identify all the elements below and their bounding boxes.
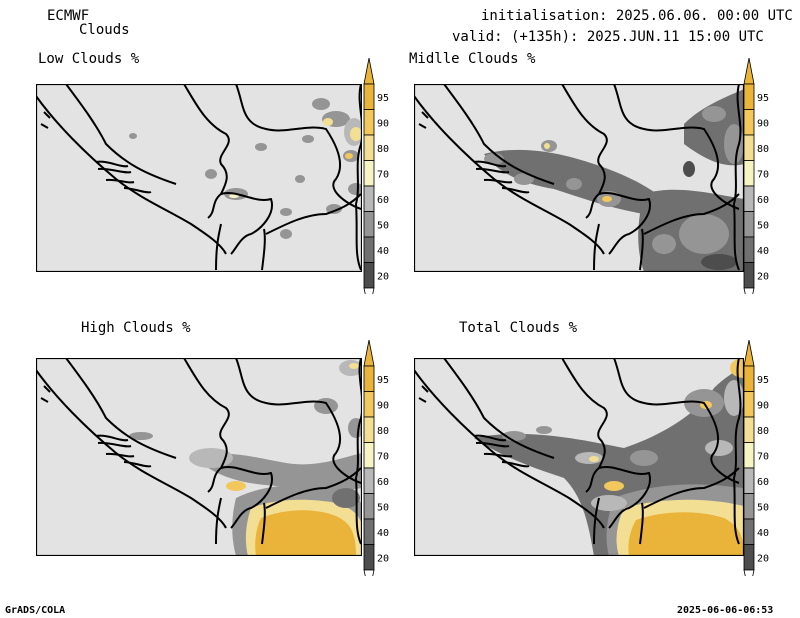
legend-tick-label: 50 — [757, 502, 769, 513]
legend-arrow-top — [743, 58, 755, 85]
legend-tick-label: 40 — [377, 246, 389, 257]
legend-swatch — [743, 185, 755, 212]
legend-bar-total: 95 90 80 70 60 50 40 20 — [743, 340, 769, 576]
legend-swatch — [743, 544, 755, 571]
legend-swatch — [743, 134, 755, 161]
legend-arrow-bottom — [743, 569, 755, 576]
legend-swatch — [363, 467, 375, 494]
footer-software: GrADS/COLA — [5, 605, 66, 616]
legend-tick-label: 90 — [757, 118, 769, 129]
legend-tick-label: 60 — [757, 195, 769, 206]
legend-swatch — [363, 391, 375, 418]
cloud-areas-total — [474, 358, 744, 556]
legend-swatch — [743, 365, 755, 392]
legend-tick-label: 95 — [377, 375, 389, 386]
legend-tick-label: 95 — [377, 93, 389, 104]
legend-tick-label: 80 — [757, 144, 769, 155]
legend-swatch — [743, 518, 755, 545]
legend-tick-label: 60 — [377, 195, 389, 206]
footer-timestamp: 2025-06-06-06:53 — [677, 605, 774, 616]
legend-tick-label: 70 — [377, 451, 389, 462]
panel-title-middle: Midlle Clouds % — [409, 51, 536, 67]
legend-tick-label: 80 — [377, 426, 389, 437]
valid-time: valid: (+135h): 2025.JUN.11 15:00 UTC — [452, 29, 764, 45]
legend-swatch — [363, 134, 375, 161]
legend-swatch — [363, 109, 375, 136]
legend-tick-label: 90 — [377, 400, 389, 411]
cloud-areas-high — [129, 360, 362, 556]
legend-tick-label: 70 — [757, 451, 769, 462]
legend-swatch — [743, 83, 755, 110]
legend-swatch — [743, 236, 755, 263]
legend-swatch — [363, 416, 375, 443]
legend-swatch — [363, 262, 375, 289]
legend-tick-label: 90 — [757, 400, 769, 411]
legend-tick-label: 40 — [757, 528, 769, 539]
legend-swatch — [363, 236, 375, 263]
legend-tick-label: 70 — [757, 169, 769, 180]
legend-bar-low: 95 90 80 70 60 50 40 20 — [363, 58, 389, 294]
legend-tick-label: 20 — [377, 553, 389, 564]
legend-arrow-bottom — [743, 287, 755, 294]
legend-bar-middle: 95 90 80 70 60 50 40 20 — [743, 58, 769, 294]
legend-arrow-top — [363, 58, 375, 85]
legend-tick-label: 95 — [757, 93, 769, 104]
legend-swatch — [743, 262, 755, 289]
legend-swatch — [363, 185, 375, 212]
legend-arrow-bottom — [363, 287, 375, 294]
panel-title-high: High Clouds % — [81, 320, 191, 336]
legend-tick-label: 90 — [377, 118, 389, 129]
cloud-areas-middle — [484, 89, 744, 272]
legend-swatch — [743, 211, 755, 238]
legend-bar-high: 95 90 80 70 60 50 40 20 — [363, 340, 389, 576]
legend-tick-label: 80 — [377, 144, 389, 155]
legend-swatch — [363, 365, 375, 392]
legend-swatch — [743, 160, 755, 187]
legend-swatch — [363, 518, 375, 545]
init-time: initialisation: 2025.06.06. 00:00 UTC — [481, 8, 793, 24]
legend-tick-label: 40 — [757, 246, 769, 257]
legend-swatch — [743, 391, 755, 418]
legend-arrow-top — [363, 340, 375, 367]
legend-swatch — [743, 109, 755, 136]
legend-swatch — [743, 416, 755, 443]
legend-tick-label: 60 — [377, 477, 389, 488]
legend-tick-label: 20 — [757, 271, 769, 282]
legend-tick-label: 95 — [757, 375, 769, 386]
legend-tick-label: 60 — [757, 477, 769, 488]
legend-swatch — [363, 493, 375, 520]
legend-arrow-top — [743, 340, 755, 367]
model-name: ECMWF — [47, 8, 90, 24]
product-name: Clouds — [79, 22, 130, 38]
map-panel-middle — [414, 84, 744, 272]
legend-swatch — [363, 211, 375, 238]
legend-swatch — [363, 83, 375, 110]
legend-tick-label: 20 — [757, 553, 769, 564]
legend-tick-label: 70 — [377, 169, 389, 180]
map-panel-low — [36, 84, 362, 272]
panel-title-total: Total Clouds % — [459, 320, 578, 336]
legend-arrow-bottom — [363, 569, 375, 576]
legend-tick-label: 50 — [757, 220, 769, 231]
map-panel-high — [36, 358, 362, 556]
legend-swatch — [363, 442, 375, 469]
legend-swatch — [743, 467, 755, 494]
panel-title-low: Low Clouds % — [38, 51, 140, 67]
legend-swatch — [363, 544, 375, 571]
legend-tick-label: 20 — [377, 271, 389, 282]
legend-tick-label: 40 — [377, 528, 389, 539]
legend-swatch — [743, 442, 755, 469]
map-panel-total — [414, 358, 744, 556]
legend-tick-label: 50 — [377, 502, 389, 513]
legend-swatch — [363, 160, 375, 187]
legend-swatch — [743, 493, 755, 520]
legend-tick-label: 80 — [757, 426, 769, 437]
legend-tick-label: 50 — [377, 220, 389, 231]
